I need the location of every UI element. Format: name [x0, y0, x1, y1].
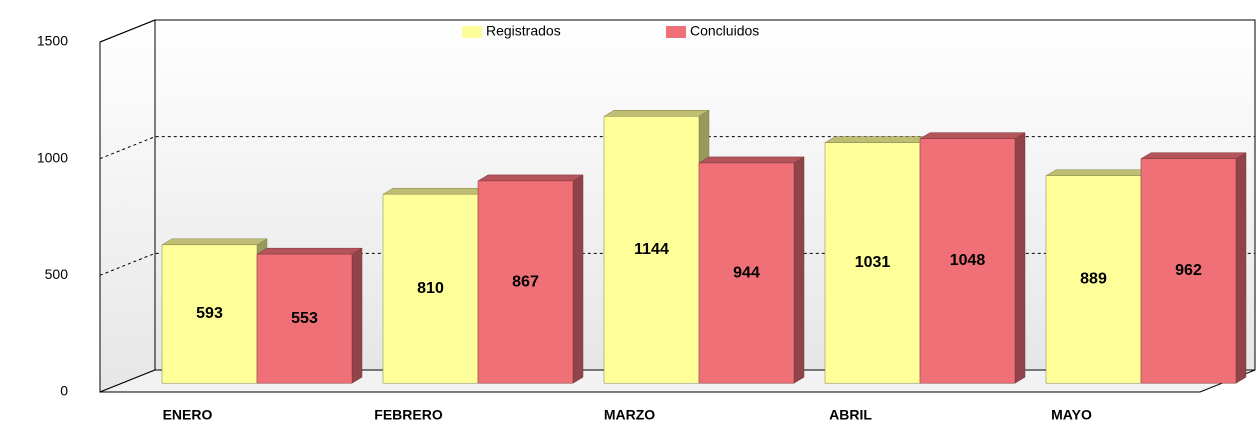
grid-line: [99, 19, 1255, 43]
bar: [477, 174, 584, 384]
bar-top: [382, 187, 489, 195]
bar-front: [698, 162, 795, 384]
bar-side: [793, 156, 805, 384]
bar-top: [1140, 152, 1247, 159]
bar: [1140, 152, 1247, 384]
side-wall: [99, 19, 156, 393]
bar-top: [1045, 169, 1152, 177]
y-tick-label: 0: [60, 383, 68, 399]
x-tick-label: FEBRERO: [374, 407, 443, 423]
bar-side: [1235, 152, 1247, 384]
x-tick-label: ABRIL: [829, 407, 872, 423]
legend-label: Concluidos: [690, 23, 759, 39]
bar-front: [256, 253, 353, 384]
bar-side: [351, 247, 363, 384]
bar-top: [256, 247, 363, 255]
legend-swatch: [666, 26, 686, 38]
value-label: 553: [291, 310, 318, 327]
bar-front: [919, 138, 1016, 384]
bar-top: [824, 136, 931, 143]
bar-top: [603, 110, 710, 117]
y-tick-label: 1500: [37, 33, 68, 49]
value-label: 1031: [855, 254, 891, 271]
bar-side: [572, 174, 584, 384]
bar-top: [161, 238, 268, 246]
value-label: 944: [733, 264, 760, 281]
value-label: 593: [196, 305, 223, 322]
value-label: 810: [417, 280, 444, 297]
bar-front: [477, 180, 574, 384]
legend-swatch: [462, 26, 482, 38]
value-label: 1048: [950, 252, 986, 269]
y-tick-label: 500: [45, 266, 69, 282]
value-label: 889: [1080, 271, 1107, 288]
legend-label: Registrados: [486, 23, 561, 39]
bar-top: [698, 156, 805, 164]
bar-top: [919, 132, 1026, 139]
bar-side: [1014, 132, 1026, 384]
x-tick-label: MARZO: [604, 407, 655, 423]
value-label: 1144: [634, 241, 669, 258]
value-label: 962: [1175, 262, 1202, 279]
bar-top: [477, 174, 584, 182]
bar: [256, 247, 363, 384]
bar: [698, 156, 805, 384]
bar-front: [1140, 158, 1237, 384]
x-tick-label: MAYO: [1051, 407, 1092, 423]
value-label: 867: [512, 273, 539, 290]
y-tick-label: 1000: [37, 149, 68, 165]
x-tick-label: ENERO: [163, 407, 213, 423]
bar: [919, 132, 1026, 384]
